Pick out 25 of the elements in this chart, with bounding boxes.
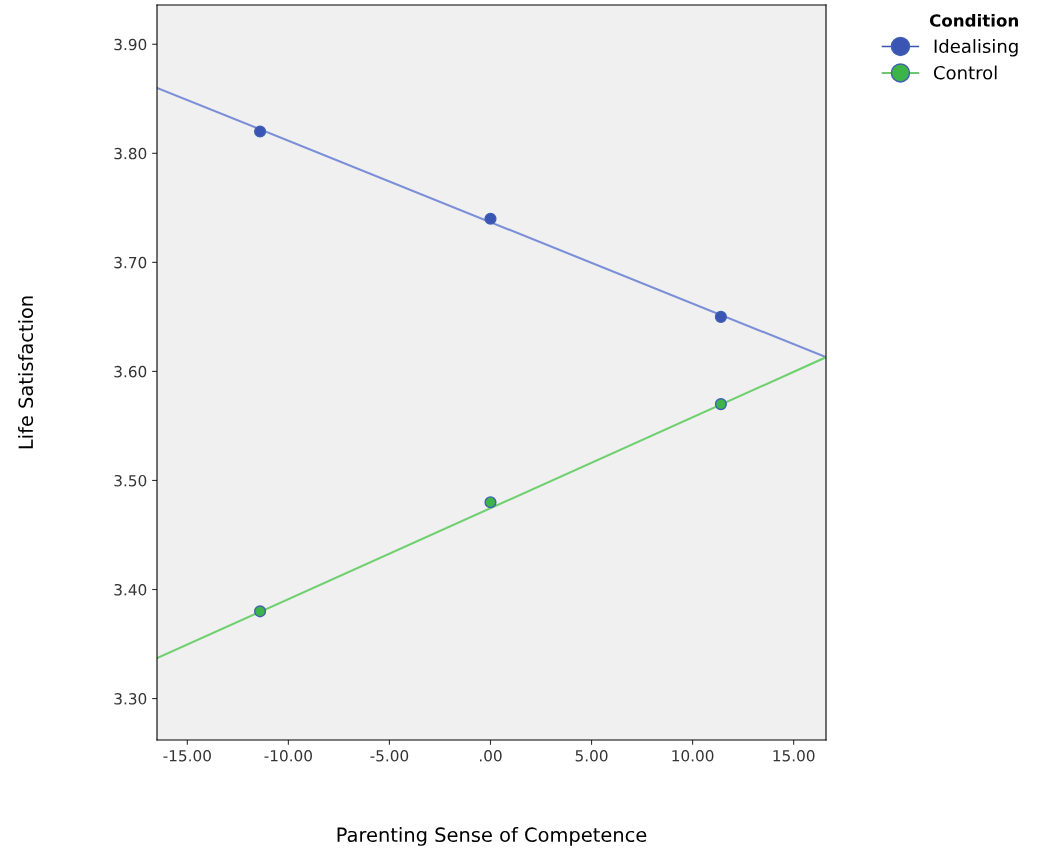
- y-tick-label: 3.50: [114, 474, 147, 487]
- point: [254, 605, 267, 618]
- legend-label: Idealising: [934, 39, 1018, 57]
- y-tick-label: 3.30: [114, 693, 147, 705]
- y-tick-label: 3.40: [114, 583, 147, 596]
- y-axis-title: Life Satisfaction: [18, 296, 34, 449]
- x-tick-label: -15.00: [163, 749, 211, 762]
- x-tick-label: 10.00: [672, 749, 714, 762]
- x-tick-label: 15.00: [773, 749, 815, 762]
- y-tick-label: 3.60: [114, 365, 147, 378]
- x-tick-label: 5.00: [575, 749, 608, 762]
- y-tick-label: 3.90: [114, 38, 147, 51]
- x-tick-label: .00: [479, 749, 502, 762]
- y-tick-label: 3.80: [114, 147, 147, 160]
- point: [254, 125, 267, 138]
- x-tick-label: -10.00: [264, 749, 312, 762]
- point: [714, 310, 727, 323]
- point: [484, 212, 497, 225]
- legend-title: Condition: [929, 13, 1018, 27]
- x-axis-title: Parenting Sense of Competence: [337, 827, 647, 846]
- point: [714, 398, 727, 411]
- legend-label: Control: [933, 65, 997, 80]
- point: [484, 496, 497, 509]
- x-tick-label: -5.00: [370, 749, 409, 762]
- y-tick-label: 3.70: [114, 256, 147, 269]
